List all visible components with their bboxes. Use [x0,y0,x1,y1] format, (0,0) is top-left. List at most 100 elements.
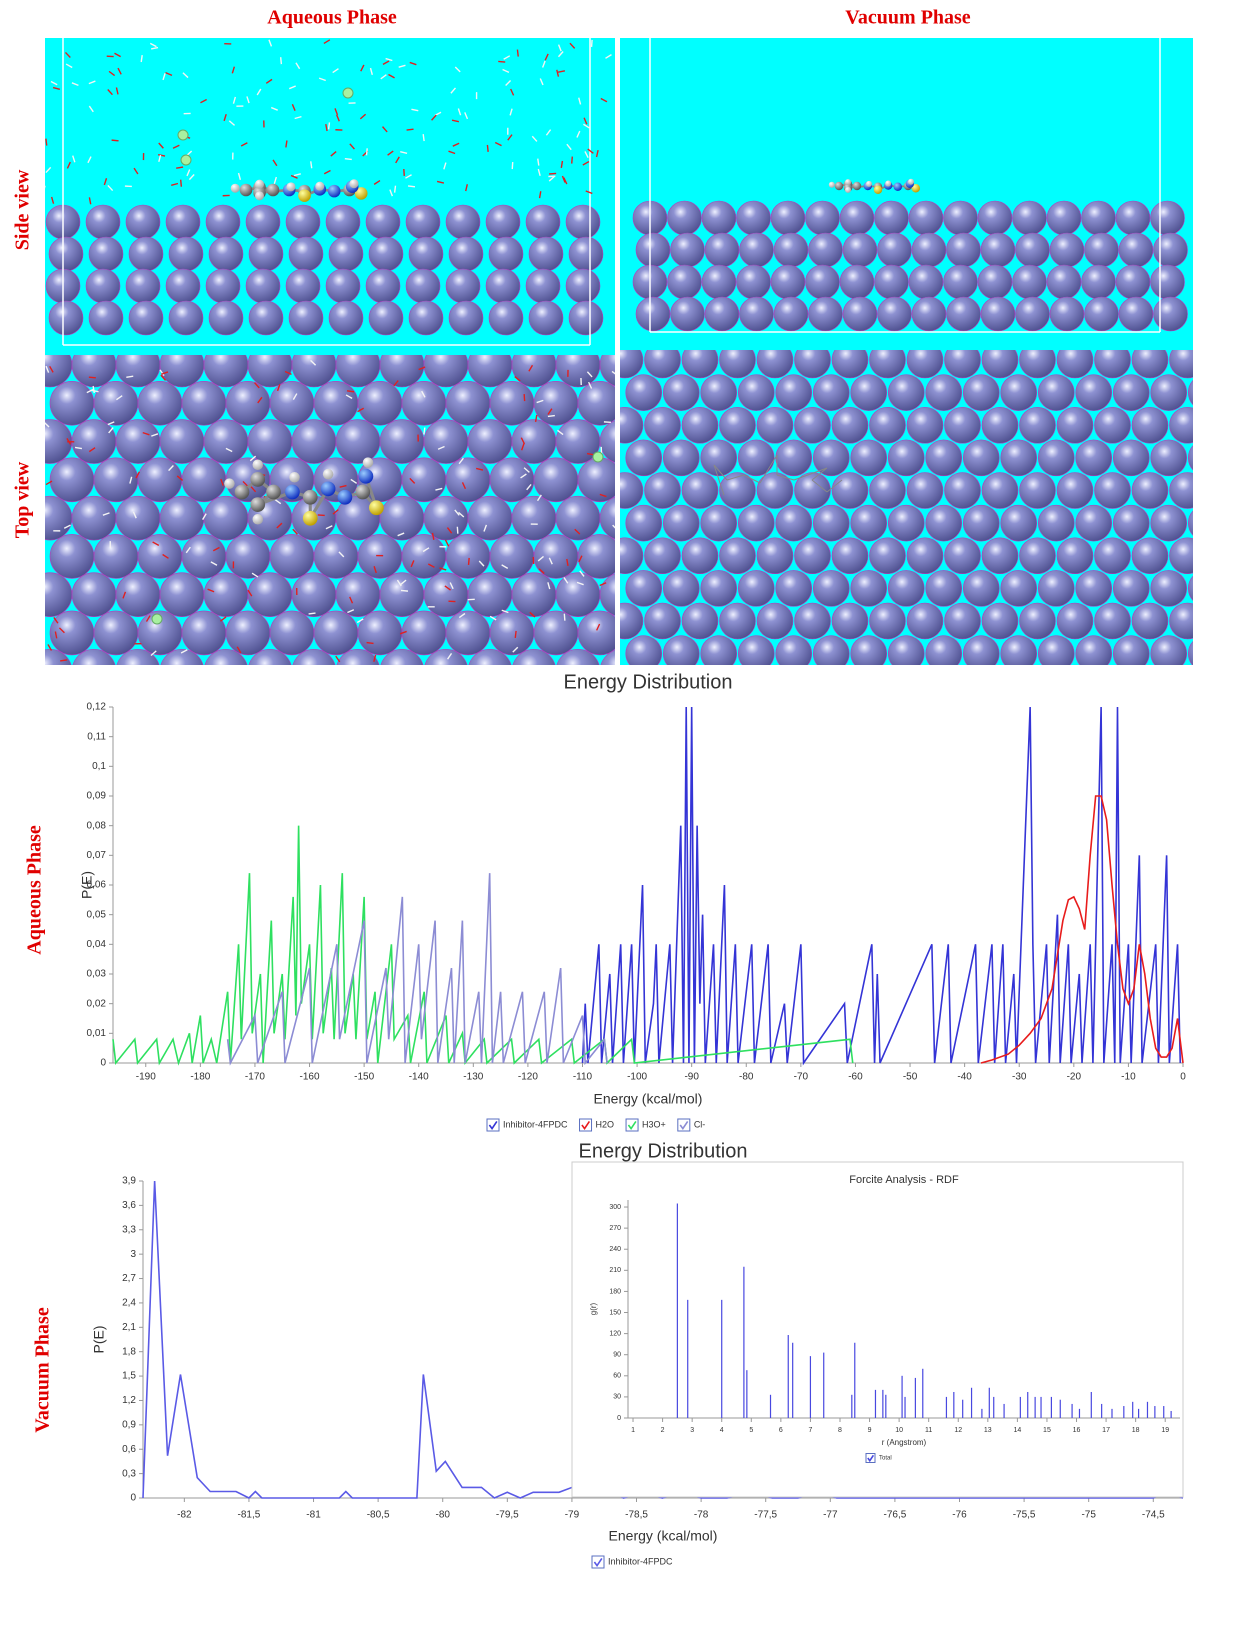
atom [490,534,534,578]
atom [366,269,400,303]
x-tick-label: -10 [1121,1072,1136,1083]
atom [1154,297,1188,331]
atom [840,201,874,235]
atom [776,505,812,541]
atom [945,407,981,443]
y-tick-label: 0,09 [87,791,107,802]
atom [1038,505,1074,541]
atom [129,237,163,271]
atom [963,505,999,541]
atom [1020,538,1056,574]
chart-label: Aqueous Phase [24,825,46,955]
atom [1038,375,1074,411]
atom [1151,505,1187,541]
atom [1132,538,1168,574]
molecule-atom [321,482,336,497]
x-tick-label: -74,5 [1142,1510,1165,1521]
legend-checkbox[interactable] [580,1119,592,1131]
legend-entry[interactable]: H3O+ [626,1119,666,1131]
atom [626,636,662,672]
molecule-atom [250,472,265,487]
atom [406,269,440,303]
atom [129,301,163,335]
x-axis-label: r (Angstrom) [882,1438,927,1447]
atom [556,496,600,540]
legend-checkbox[interactable] [592,1556,604,1568]
atom [982,538,1018,574]
x-tick-label: 11 [925,1427,932,1434]
atom [738,505,774,541]
legend-label: Inhibitor-4FPDC [608,1556,673,1566]
atom [138,458,182,502]
atom [982,603,1018,639]
atom [286,205,320,239]
x-tick-label: 19 [1161,1427,1169,1434]
x-tick-label: 0 [1180,1072,1186,1083]
legend-entry[interactable]: Inhibitor-4FPDC [487,1119,568,1131]
atom [701,570,737,606]
legend-checkbox[interactable] [626,1119,638,1131]
molecule-atom [240,184,253,197]
atom [1057,538,1093,574]
atom [1076,505,1112,541]
water [367,643,374,644]
atom [1113,636,1149,672]
x-tick-label: 3 [690,1427,694,1434]
atom [1188,440,1224,476]
water [572,157,573,164]
legend-checkbox[interactable] [866,1454,875,1463]
legend-entry[interactable]: H2O [580,1119,615,1131]
x-tick-label: -90 [684,1072,699,1083]
atom [116,573,160,617]
atom [1095,473,1131,509]
water [311,161,312,168]
atom [1095,407,1131,443]
x-tick-label: 17 [1102,1427,1110,1434]
atom [169,237,203,271]
atom [978,201,1012,235]
legend-entry[interactable]: Cl- [678,1119,706,1131]
atom [944,201,978,235]
atom [369,237,403,271]
water [548,416,555,417]
atom [270,611,314,655]
molecule-atom [350,179,359,188]
atom [1076,375,1112,411]
molecule-atom [266,485,281,500]
atom [534,611,578,655]
y-tick-label: 0,03 [87,969,107,980]
atom [490,611,534,655]
x-tick-label: -160 [300,1072,320,1083]
panel [607,342,1224,672]
legend-label: Total [879,1456,892,1462]
atom [292,649,336,693]
x-tick-label: -70 [794,1072,809,1083]
panel [28,343,644,693]
atom [1076,440,1112,476]
y-tick-label: 300 [609,1204,621,1211]
atom [182,611,226,655]
legend-checkbox[interactable] [678,1119,690,1131]
y-tick-label: 240 [609,1246,621,1253]
atom [776,570,812,606]
legend-entry[interactable]: Inhibitor-4FPDC [592,1556,673,1568]
atom [702,201,736,235]
atom [738,570,774,606]
atom [289,301,323,335]
row-label: Top view [12,461,34,538]
atom [663,636,699,672]
atom [314,381,358,425]
atom [981,233,1015,267]
chart-title: Energy Distribution [564,671,733,693]
atom [50,458,94,502]
atom [771,201,805,235]
legend-checkbox[interactable] [487,1119,499,1131]
y-axis-label: P(E) [79,871,95,899]
x-tick-label: -140 [409,1072,429,1083]
molecule-atom [894,183,902,191]
x-tick-label: -78 [694,1510,709,1521]
legend-entry[interactable]: Total [866,1454,892,1463]
y-axis-label: P(E) [91,1326,107,1354]
atom [89,237,123,271]
atom [947,297,981,331]
